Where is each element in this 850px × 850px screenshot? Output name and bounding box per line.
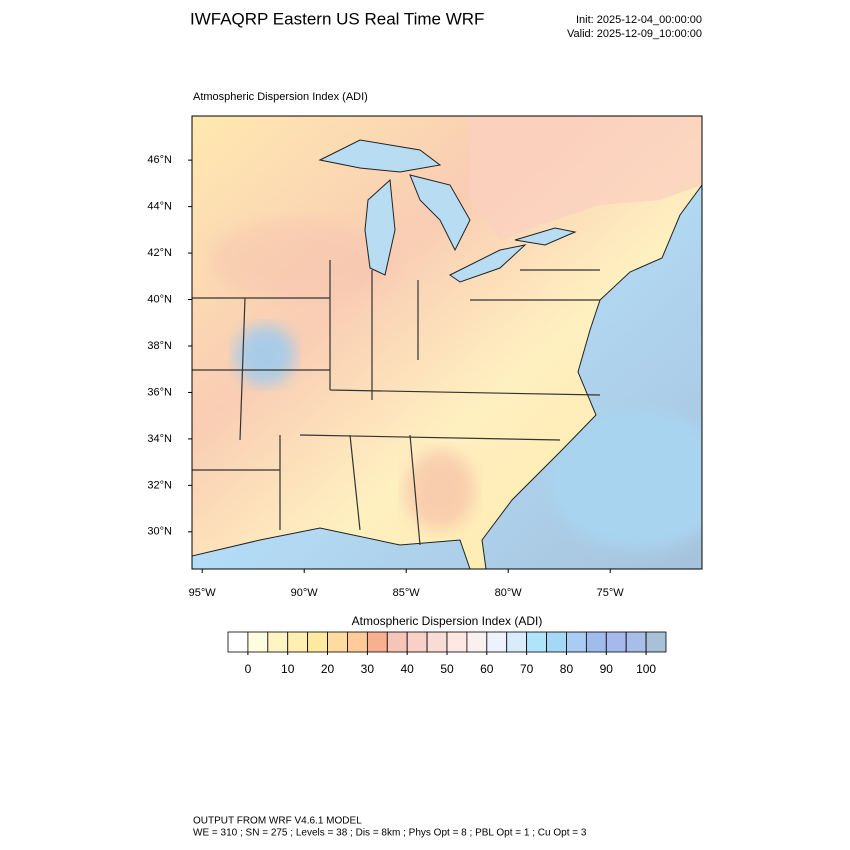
- colorbar-tick-label: 20: [321, 662, 335, 676]
- title: IWFAQRP Eastern US Real Time WRF: [190, 9, 484, 28]
- map: [192, 116, 702, 569]
- lat-tick-label: 40°N: [147, 293, 172, 305]
- colorbar-tick-label: 50: [440, 662, 454, 676]
- colorbar-box: [625, 631, 647, 653]
- colorbar-box: [267, 631, 289, 653]
- footer-line: OUTPUT FROM WRF V4.6.1 MODEL: [193, 816, 362, 827]
- colorbar-tick-label: 10: [281, 662, 295, 676]
- colorbar-box: [546, 631, 567, 653]
- colorbar-box: [247, 631, 269, 653]
- lon-tick-label: 80°W: [495, 587, 523, 599]
- lat-tick-label: 34°N: [147, 433, 172, 445]
- map-frame: [191, 115, 703, 570]
- lon-tick-label: 75°W: [597, 587, 625, 599]
- colorbar-tick-label: 90: [600, 662, 614, 676]
- colorbar-tick-label: 0: [245, 662, 252, 676]
- colorbar-box: [347, 631, 368, 653]
- lon-tick-label: 85°W: [393, 587, 421, 599]
- colorbar-tick-label: 80: [560, 662, 574, 676]
- colorbar-box: [486, 631, 508, 653]
- lat-tick-label: 44°N: [147, 201, 172, 213]
- lon-tick-label: 95°W: [189, 587, 217, 599]
- lat-tick-label: 30°N: [147, 526, 172, 538]
- lat-tick-label: 42°N: [147, 247, 172, 259]
- colorbar-tick-label: 40: [401, 662, 415, 676]
- colorbar-box: [287, 631, 309, 653]
- colorbar-tick-label: 70: [520, 662, 534, 676]
- colorbar-box: [566, 631, 587, 653]
- footer-line: WE = 310 ; SN = 275 ; Levels = 38 ; Dis …: [193, 828, 587, 839]
- colorbar-tick-label: 100: [636, 662, 656, 676]
- valid-time: Valid: 2025-12-09_10:00:00: [567, 28, 702, 40]
- colorbar-box: [446, 631, 468, 653]
- map-label: Atmospheric Dispersion Index (ADI): [193, 91, 368, 103]
- colorbar-box: [526, 631, 547, 653]
- colorbar-box: [327, 631, 348, 653]
- colorbar-box: [506, 631, 528, 653]
- colorbar-box: [605, 631, 627, 653]
- lat-tick-label: 32°N: [147, 479, 172, 491]
- lon-tick-label: 90°W: [291, 587, 319, 599]
- colorbar-box: [307, 631, 328, 653]
- lat-tick-label: 36°N: [147, 386, 172, 398]
- colorbar-box: [366, 631, 388, 653]
- colorbar-box: [645, 631, 667, 653]
- colorbar-box: [426, 631, 448, 653]
- colorbar-title: Atmospheric Dispersion Index (ADI): [352, 614, 543, 628]
- colorbar-box: [227, 631, 249, 653]
- colorbar: 0 10 20 30 40 50 60 70 80 90 100: [227, 631, 667, 676]
- colorbar-tick-label: 30: [361, 662, 375, 676]
- lat-tick-label: 46°N: [147, 154, 172, 166]
- colorbar-box: [386, 631, 408, 653]
- colorbar-box: [585, 631, 607, 653]
- init-time: Init: 2025-12-04_00:00:00: [576, 14, 702, 26]
- colorbar-box: [466, 631, 488, 653]
- colorbar-tick-label: 60: [480, 662, 494, 676]
- colorbar-box: [406, 631, 428, 653]
- lat-tick-label: 38°N: [147, 340, 172, 352]
